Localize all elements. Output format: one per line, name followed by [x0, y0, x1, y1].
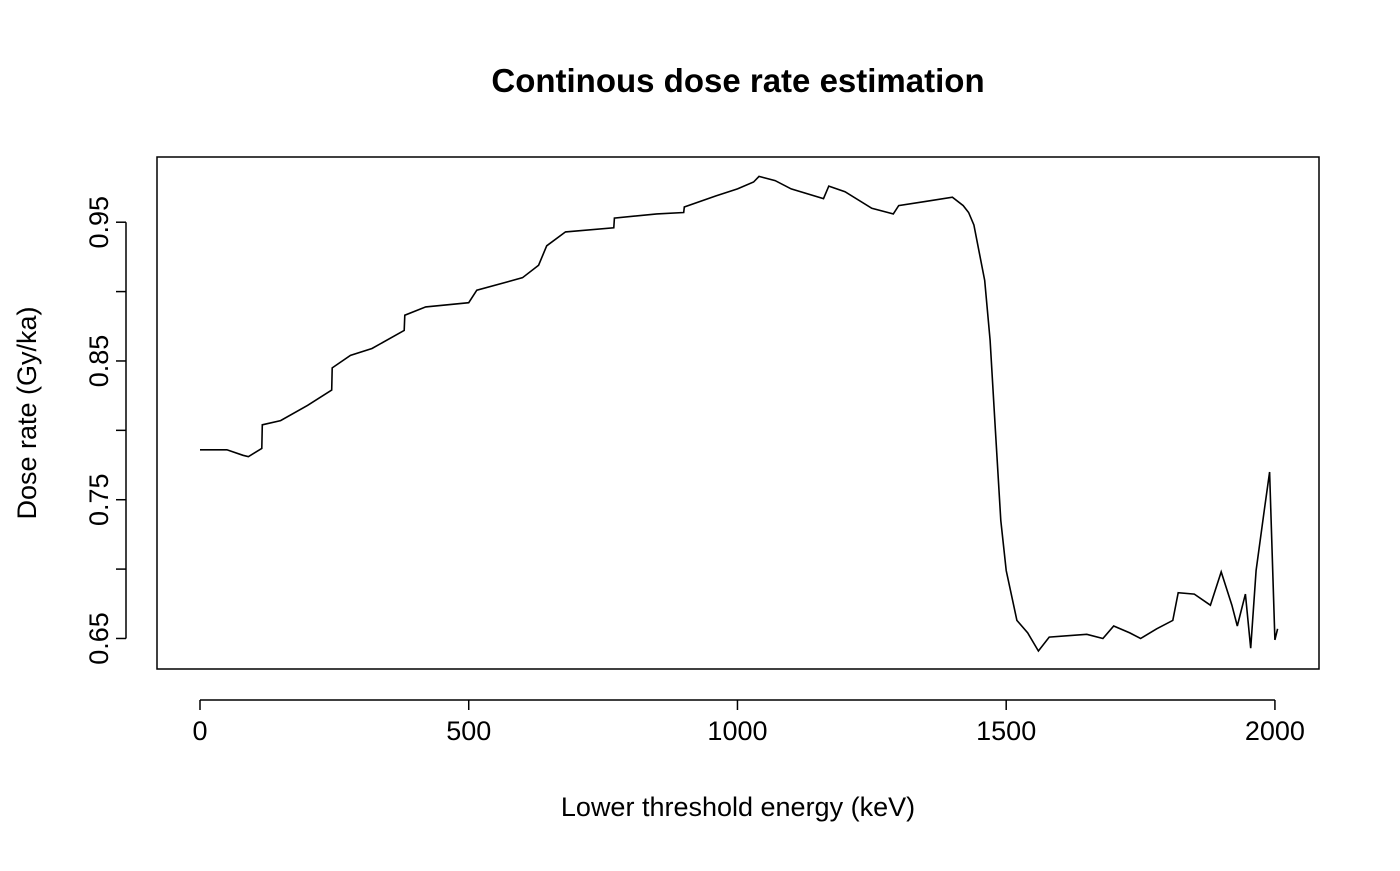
x-tick-label: 0: [192, 716, 207, 746]
data-line: [200, 175, 1279, 653]
x-axis-title: Lower threshold energy (keV): [561, 792, 915, 822]
y-axis-title: Dose rate (Gy/ka): [12, 306, 42, 519]
chart-title: Continous dose rate estimation: [491, 62, 984, 99]
y-tick-label: 0.95: [84, 196, 114, 249]
y-tick-label: 0.75: [84, 473, 114, 526]
x-tick-label: 1500: [976, 716, 1036, 746]
x-tick-label: 2000: [1245, 716, 1305, 746]
plot-frame: [156, 156, 1320, 670]
x-tick-label: 500: [446, 716, 491, 746]
y-tick-label: 0.65: [84, 612, 114, 665]
y-tick-label: 0.85: [84, 335, 114, 388]
x-tick-label: 1000: [707, 716, 767, 746]
